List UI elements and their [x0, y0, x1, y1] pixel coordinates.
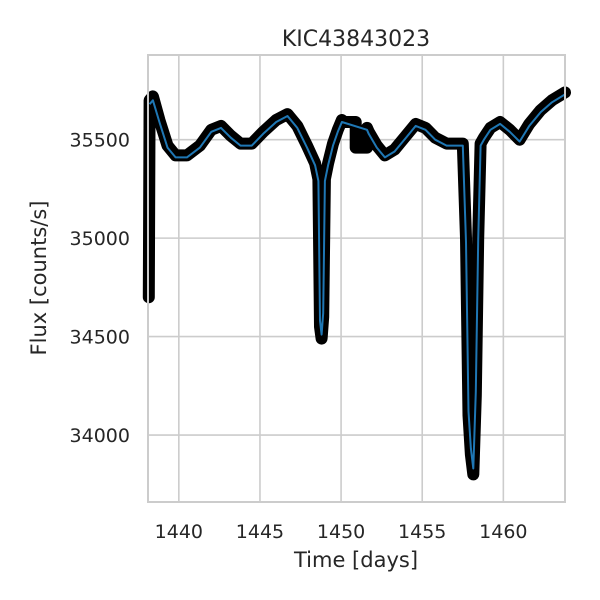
x-axis-label: Time [days]: [293, 548, 418, 572]
smoothed-flux-line: [148, 93, 566, 470]
x-tick-label: 1445: [236, 521, 284, 543]
x-tick-label: 1455: [398, 521, 446, 543]
series-layer: [142, 86, 571, 481]
plot-frame: [147, 54, 566, 503]
y-tick-label: 35000: [70, 228, 130, 250]
x-tick-label: 1460: [479, 521, 527, 543]
chart-title: KIC43843023: [282, 27, 430, 52]
y-tick-label: 35500: [70, 130, 130, 152]
y-tick-label: 34000: [70, 425, 130, 447]
y-tick-label: 34500: [70, 327, 130, 349]
x-tick-label: 1440: [155, 521, 203, 543]
y-axis-label: Flux [counts/s]: [27, 201, 51, 356]
tick-labels: 1440 1445 1450 1455 1460 34000 34500 35000 35500: [70, 130, 528, 543]
x-tick-label: 1450: [317, 521, 365, 543]
